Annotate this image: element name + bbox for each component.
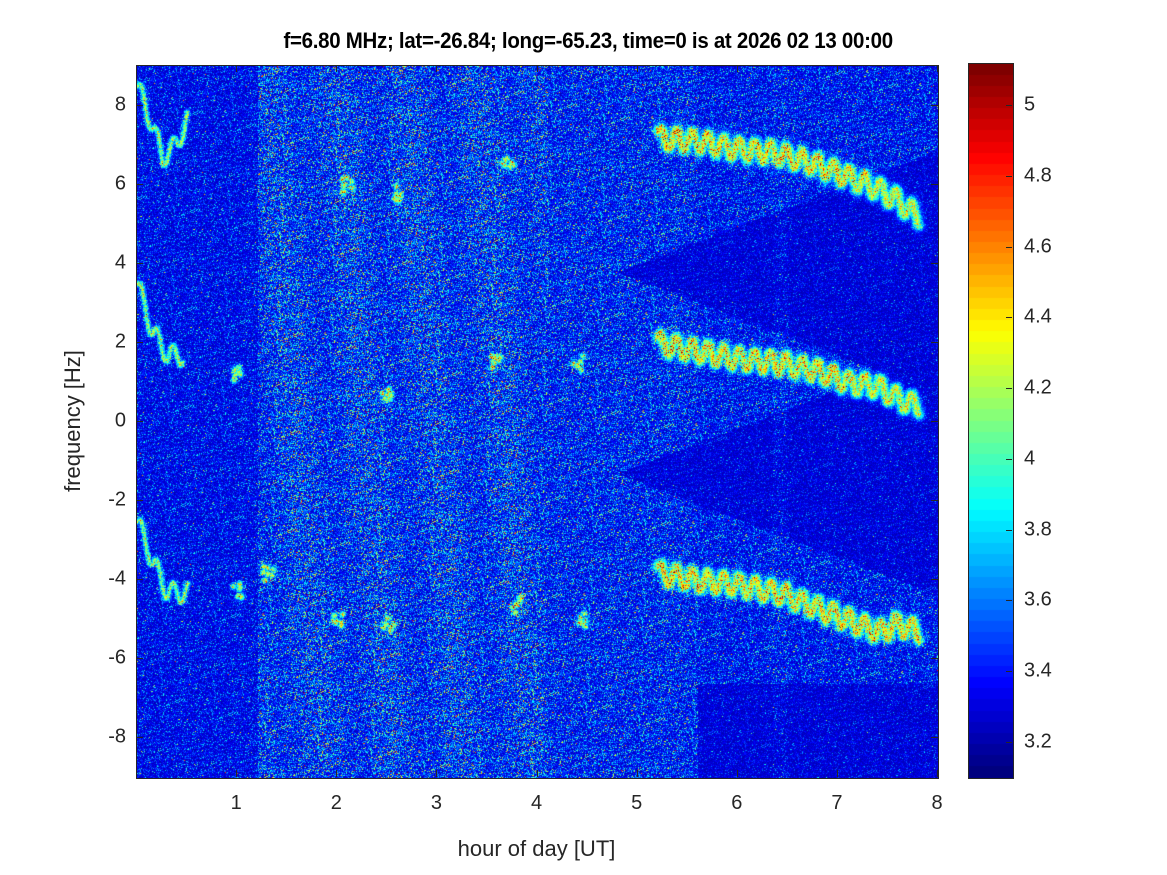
y-tick-label: -8: [108, 725, 126, 748]
y-tick-label: 2: [114, 330, 126, 353]
x-tick-mark: [236, 65, 238, 72]
x-tick-mark: [736, 65, 738, 72]
colorbar-tick-label: 4.4: [1024, 305, 1052, 328]
y-tick-mark: [136, 500, 143, 502]
colorbar-gradient: [969, 64, 1013, 778]
colorbar-tick-mark: [1006, 529, 1012, 531]
y-tick-label: 8: [114, 93, 126, 116]
colorbar-tick-label: 3.4: [1024, 659, 1052, 682]
colorbar-tick-label: 4.6: [1024, 235, 1052, 258]
x-tick-mark: [636, 65, 638, 72]
colorbar-tick-mark: [1006, 600, 1012, 602]
colorbar-tick-label: 4.8: [1024, 164, 1052, 187]
x-tick-mark: [836, 65, 838, 72]
x-tick-mark: [536, 65, 538, 72]
y-tick-mark: [136, 262, 143, 264]
y-tick-label: -2: [108, 488, 126, 511]
colorbar-tick-label: 5: [1024, 93, 1036, 116]
x-tick-mark: [436, 770, 438, 777]
y-tick-label: 4: [114, 251, 126, 274]
y-tick-mark: [136, 737, 143, 739]
chart-title: f=6.80 MHz; lat=-26.84; long=-65.23, tim…: [283, 28, 893, 53]
x-tick-label: 4: [530, 792, 543, 814]
x-tick-mark: [636, 770, 638, 777]
x-tick-mark: [937, 65, 938, 72]
y-tick-mark: [931, 183, 938, 185]
x-tick-label: 7: [831, 792, 843, 814]
y-tick-mark: [136, 104, 143, 106]
x-tick-label: 3: [430, 792, 442, 814]
x-tick-label: 6: [731, 792, 743, 814]
y-tick-mark: [931, 579, 938, 581]
y-tick-mark: [931, 500, 938, 502]
colorbar-tick-mark: [1006, 246, 1012, 248]
y-tick-label: 6: [114, 172, 126, 195]
x-tick-mark: [336, 770, 338, 777]
x-tick-label: 5: [631, 792, 643, 814]
colorbar-tick-label: 3.2: [1024, 730, 1052, 753]
colorbar-tick-label: 4: [1024, 447, 1036, 470]
x-tick-mark: [436, 65, 438, 72]
colorbar-tick-label: 3.6: [1024, 588, 1052, 611]
x-tick-label: 2: [330, 792, 342, 814]
colorbar-tick-label: 4.2: [1024, 376, 1052, 399]
colorbar: [968, 63, 1014, 779]
y-tick-mark: [931, 658, 938, 660]
y-tick-mark: [931, 737, 938, 739]
x-tick-mark: [336, 65, 338, 72]
y-tick-mark: [136, 658, 143, 660]
y-tick-label: -4: [108, 567, 126, 590]
x-tick-label: 8: [931, 792, 943, 814]
colorbar-tick-mark: [1006, 388, 1012, 390]
y-tick-mark: [136, 579, 143, 581]
y-tick-mark: [931, 262, 938, 264]
spectrogram-heatmap: [137, 66, 938, 778]
x-tick-mark: [836, 770, 838, 777]
plot-area: [136, 65, 939, 779]
y-tick-mark: [136, 421, 143, 422]
x-tick-mark: [236, 770, 238, 777]
y-axis-label: frequency [Hz]: [60, 350, 85, 492]
x-tick-mark: [536, 770, 538, 777]
y-tick-mark: [136, 183, 143, 185]
colorbar-tick-mark: [1006, 317, 1012, 319]
y-tick-mark: [136, 341, 143, 343]
x-tick-label: 1: [230, 792, 242, 814]
y-tick-label: 0: [114, 409, 126, 432]
x-tick-mark: [937, 770, 938, 777]
y-tick-mark: [931, 421, 938, 422]
colorbar-tick-mark: [1006, 670, 1012, 672]
colorbar-tick-label: 3.8: [1024, 518, 1052, 541]
x-tick-mark: [736, 770, 738, 777]
y-tick-label: -6: [108, 646, 126, 669]
colorbar-tick-mark: [1006, 458, 1012, 460]
colorbar-tick-mark: [1006, 176, 1012, 178]
y-tick-mark: [931, 341, 938, 343]
x-axis-label: hour of day [UT]: [457, 836, 616, 861]
colorbar-tick-mark: [1006, 741, 1012, 743]
y-tick-mark: [931, 104, 938, 106]
colorbar-tick-mark: [1006, 105, 1012, 107]
